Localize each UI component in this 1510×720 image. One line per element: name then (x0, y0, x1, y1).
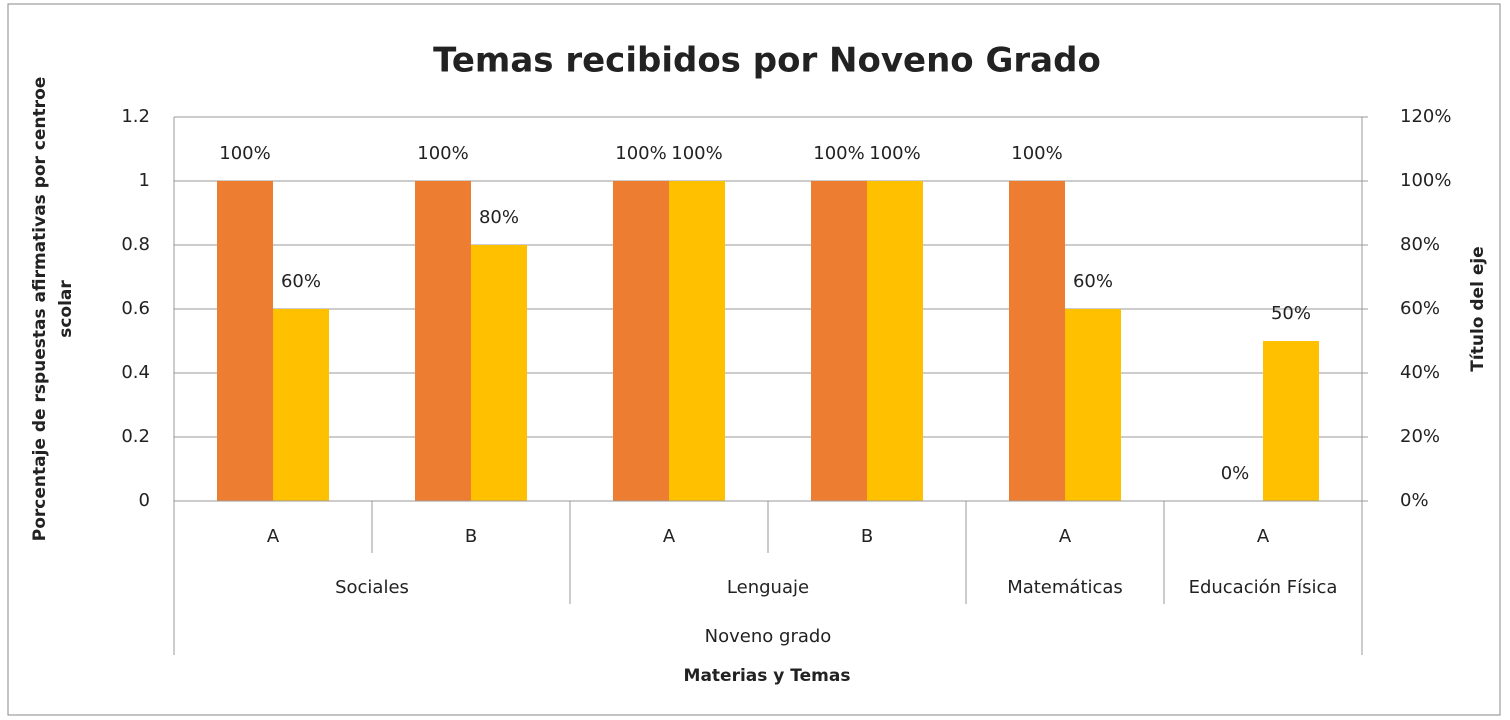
y2-tick-label: 20% (1400, 426, 1440, 447)
y2-axis-title: Título del eje (1468, 246, 1488, 371)
y2-tick-label: 0% (1400, 490, 1429, 511)
y-tick-label: 1 (139, 170, 150, 191)
bar (1065, 309, 1121, 501)
bar (613, 181, 669, 501)
bar (471, 245, 527, 501)
y-axis-title: scolar (56, 280, 76, 338)
x-axis-title: Materias y Temas (684, 666, 851, 686)
x-tick-label: A (663, 526, 676, 547)
x-tick-label: B (861, 526, 873, 547)
bar (867, 181, 923, 501)
y-tick-label: 0.8 (121, 234, 150, 255)
x-tick-label: A (1257, 526, 1270, 547)
x-tick-label: A (267, 526, 280, 547)
y-tick-label: 0.6 (121, 298, 150, 319)
y-tick-label: 0.2 (121, 426, 150, 447)
y-axis-title: Porcentaje de rspuestas afirmativas por … (30, 77, 50, 542)
x-tick-label: B (465, 526, 477, 547)
bar (1263, 341, 1319, 501)
y2-tick-label: 100% (1400, 170, 1451, 191)
data-label: 100% (671, 143, 722, 164)
y2-tick-label: 40% (1400, 362, 1440, 383)
y2-tick-label: 80% (1400, 234, 1440, 255)
y2-tick-label: 60% (1400, 298, 1440, 319)
bar (1009, 181, 1065, 501)
bar (811, 181, 867, 501)
data-label: 100% (417, 143, 468, 164)
data-label: 100% (813, 143, 864, 164)
data-label: 100% (1011, 143, 1062, 164)
data-label: 100% (869, 143, 920, 164)
data-label: 50% (1271, 303, 1311, 324)
y-tick-label: 0 (139, 490, 150, 511)
data-label: 100% (615, 143, 666, 164)
y-tick-label: 1.2 (121, 106, 150, 127)
x-group-label: Educación Física (1189, 577, 1338, 598)
x-group-label: Lenguaje (727, 577, 809, 598)
data-label: 80% (479, 207, 519, 228)
y-tick-label: 0.4 (121, 362, 150, 383)
x-group-label: Matemáticas (1007, 577, 1123, 598)
data-label: 100% (219, 143, 270, 164)
bar (669, 181, 725, 501)
x-group-label: Sociales (335, 577, 409, 598)
x-outer-label: Noveno grado (705, 626, 832, 647)
y2-tick-label: 120% (1400, 106, 1451, 127)
bar (415, 181, 471, 501)
x-tick-label: A (1059, 526, 1072, 547)
data-label: 60% (1073, 271, 1113, 292)
bar (217, 181, 273, 501)
data-label: 60% (281, 271, 321, 292)
chart-title: Temas recibidos por Noveno Grado (433, 41, 1101, 81)
bar (273, 309, 329, 501)
data-label: 0% (1221, 463, 1250, 484)
